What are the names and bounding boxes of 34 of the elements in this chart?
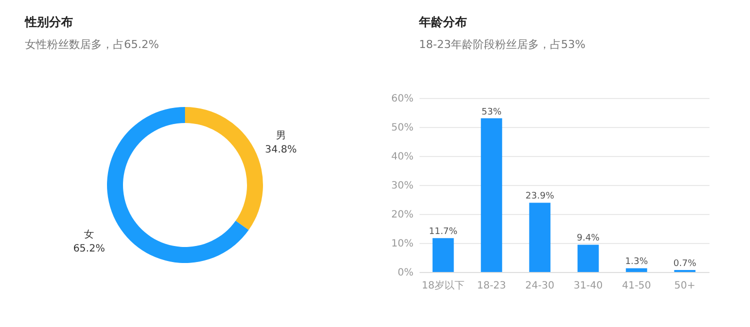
x-tick-label: 41-50	[622, 280, 652, 292]
chart-title: 性别分布	[24, 15, 73, 29]
y-tick-label: 40%	[391, 152, 414, 162]
slice-label: 男	[276, 130, 286, 142]
y-tick-label: 30%	[391, 180, 414, 192]
data-label: 1.3%	[625, 257, 648, 268]
data-label: 11.7%	[428, 227, 458, 238]
y-tick-label: 20%	[391, 210, 414, 220]
bar	[432, 238, 454, 272]
x-tick-label: 18岁以下	[422, 280, 465, 292]
donut-slice	[107, 107, 249, 263]
bar	[529, 202, 550, 272]
data-label: 0.7%	[673, 258, 697, 269]
data-label: 34.8%	[265, 144, 297, 156]
donut-slice	[185, 107, 263, 230]
x-tick-label: 50+	[674, 280, 696, 292]
chart-title: 年龄分布	[418, 15, 467, 29]
data-label: 9.4%	[576, 234, 600, 244]
y-tick-label: 60%	[391, 94, 414, 104]
x-tick-label: 24-30	[525, 280, 554, 292]
y-tick-label: 10%	[391, 238, 414, 250]
slice-label: 女	[84, 228, 94, 241]
chart-subtitle: 女性粉丝数居多，占65.2%	[25, 38, 159, 51]
x-tick-label: 31-40	[574, 280, 603, 292]
data-label: 53%	[481, 107, 502, 118]
data-label: 23.9%	[526, 192, 555, 202]
bar	[480, 118, 502, 272]
x-tick-label: 18-23	[476, 280, 506, 292]
bar	[626, 268, 648, 272]
bar	[578, 244, 599, 272]
data-label: 65.2%	[73, 244, 105, 255]
y-tick-label: 50%	[391, 122, 414, 134]
chart-subtitle: 18-23年龄阶段粉丝居多，占53%	[419, 38, 586, 51]
y-tick-label: 0%	[398, 268, 414, 278]
